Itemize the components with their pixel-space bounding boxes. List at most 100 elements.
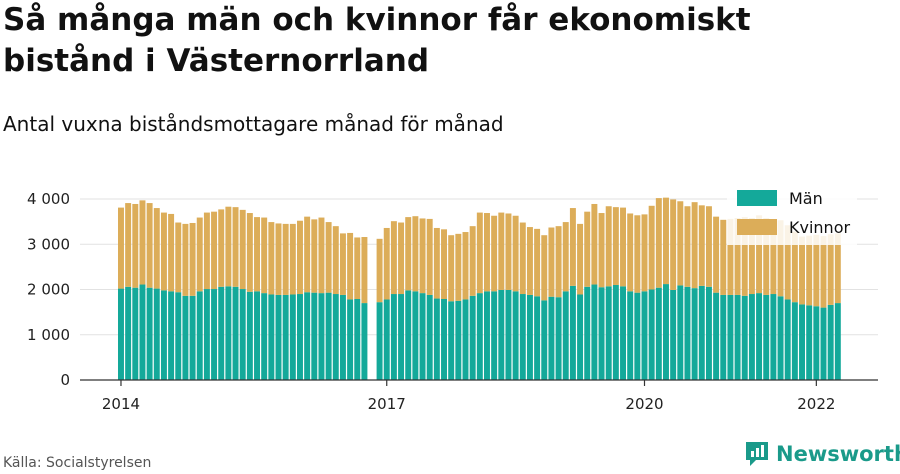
- bar-women: [132, 203, 139, 288]
- bar-women: [354, 237, 361, 300]
- bar-men: [448, 301, 455, 380]
- bar-men: [584, 286, 591, 380]
- bar-men: [748, 294, 755, 380]
- bar-men: [469, 295, 476, 380]
- bar-women: [275, 223, 282, 295]
- bar-women: [569, 208, 576, 286]
- bar-women: [462, 232, 469, 300]
- brand-name: Newsworthy: [776, 442, 900, 466]
- bar-men: [275, 294, 282, 380]
- bar-women: [441, 229, 447, 300]
- bar-women: [555, 226, 562, 298]
- bar-men: [713, 292, 720, 380]
- bar-women: [627, 213, 634, 292]
- bar-women: [770, 219, 777, 295]
- bar-women: [727, 218, 734, 295]
- bar-men: [791, 302, 798, 380]
- source-note: Källa: Socialstyrelsen: [3, 455, 152, 471]
- bar-women: [448, 235, 455, 302]
- bar-women: [484, 213, 490, 292]
- bar-men: [225, 286, 232, 380]
- bar-women: [175, 222, 182, 293]
- bar-women: [526, 227, 533, 295]
- bar-men: [684, 286, 691, 380]
- bar-men: [705, 286, 712, 380]
- bar-men: [462, 299, 469, 380]
- bar-men: [491, 291, 498, 380]
- bar-women: [677, 201, 684, 286]
- bar-women: [534, 228, 541, 297]
- legend-swatch-men: [737, 190, 777, 206]
- bar-women: [203, 212, 210, 290]
- legend-swatch-women: [737, 219, 777, 235]
- bar-men: [254, 291, 260, 380]
- bar-women: [268, 222, 275, 295]
- bar-men: [433, 298, 440, 380]
- bar-men: [605, 286, 612, 380]
- bar-women: [620, 207, 626, 287]
- bar-men: [562, 291, 569, 380]
- bar-men: [548, 296, 555, 380]
- bar-men: [634, 292, 641, 380]
- bar-women: [476, 212, 483, 294]
- y-tick-label: 0: [60, 371, 70, 389]
- bar-women: [146, 203, 153, 288]
- bar-men: [741, 295, 748, 380]
- bar-men: [770, 294, 777, 380]
- bar-men: [627, 291, 634, 380]
- bar-men: [268, 294, 275, 380]
- bar-women: [168, 213, 175, 292]
- bar-men: [175, 292, 182, 380]
- bar-men: [777, 296, 784, 380]
- bar-women: [605, 206, 612, 287]
- bar-men: [484, 291, 490, 380]
- bar-men: [727, 294, 734, 380]
- bar-men: [834, 303, 841, 380]
- bar-women: [827, 234, 834, 305]
- bar-women: [218, 209, 225, 287]
- bar-women: [390, 221, 397, 295]
- bar-women: [698, 205, 705, 286]
- brand-logo[interactable]: Newsworthy: [744, 440, 900, 468]
- bar-women: [498, 212, 505, 290]
- bar-women: [505, 213, 512, 290]
- bar-women: [691, 202, 698, 289]
- bar-men: [827, 304, 834, 380]
- bar-men: [698, 285, 705, 380]
- bar-men: [182, 295, 189, 380]
- bar-women: [426, 218, 433, 295]
- bar-women: [512, 215, 519, 292]
- bar-men: [498, 289, 505, 380]
- bar-women: [813, 234, 820, 307]
- bar-women: [289, 223, 296, 295]
- bar-women: [398, 222, 405, 295]
- bar-men: [160, 290, 167, 380]
- bar-men: [390, 294, 397, 380]
- bar-women: [777, 220, 784, 297]
- bar-women: [455, 233, 462, 301]
- legend-label-men: Män: [789, 189, 823, 208]
- bar-women: [261, 217, 268, 294]
- bar-men: [648, 289, 655, 380]
- bar-men: [289, 294, 296, 380]
- bar-men: [125, 286, 132, 380]
- bar-men: [806, 305, 813, 380]
- bar-men: [218, 286, 225, 380]
- bar-men: [325, 292, 332, 380]
- bar-men: [146, 287, 153, 380]
- bar-women: [419, 218, 426, 294]
- bar-women: [311, 219, 318, 293]
- bar-women: [347, 232, 354, 300]
- bar-women: [182, 223, 189, 296]
- bar-men: [591, 284, 598, 380]
- bar-women: [297, 220, 303, 295]
- bar-men: [784, 299, 791, 380]
- bar-men: [361, 303, 368, 380]
- bar-men: [297, 294, 303, 380]
- bar-women: [548, 227, 555, 297]
- bar-men: [419, 293, 426, 380]
- bar-men: [441, 299, 447, 380]
- bar-women: [684, 206, 691, 287]
- bar-men: [577, 294, 584, 380]
- bar-women: [612, 207, 619, 285]
